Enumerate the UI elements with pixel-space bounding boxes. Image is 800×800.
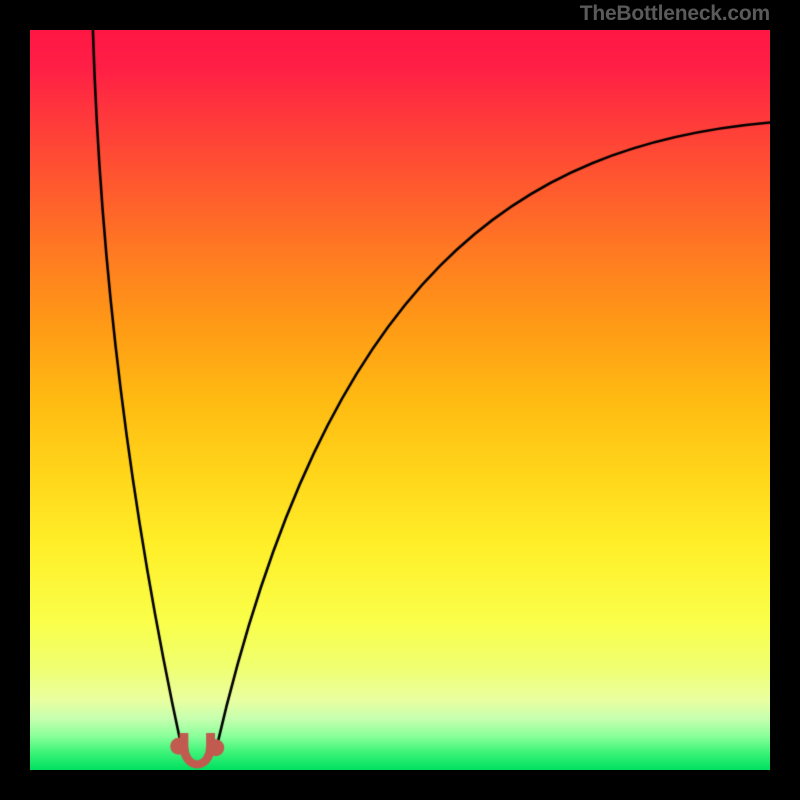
watermark-label: TheBottleneck.com [580, 2, 770, 26]
plot-area [30, 30, 770, 770]
chart-viewport: TheBottleneck.com [0, 0, 800, 800]
bottleneck-curve-layer [30, 30, 770, 770]
